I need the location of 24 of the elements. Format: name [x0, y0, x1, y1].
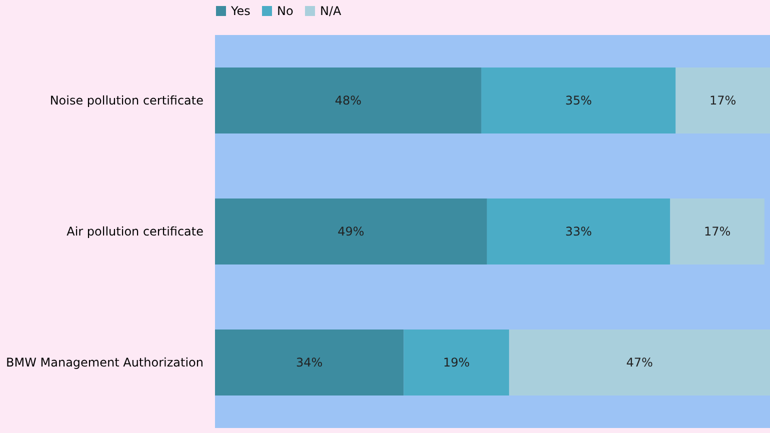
bar	[481, 68, 676, 134]
data-label: 35%	[565, 94, 592, 108]
bar	[215, 198, 487, 264]
legend-label: No	[277, 4, 294, 18]
y-tick-label: Noise pollution certificate	[50, 94, 204, 108]
data-label: 47%	[626, 356, 653, 370]
bar	[486, 198, 670, 264]
bar	[670, 198, 764, 264]
bar	[404, 330, 510, 396]
bar	[509, 330, 770, 396]
y-tick-label: Air pollution certificate	[66, 224, 204, 238]
data-label: 33%	[565, 224, 592, 238]
bar	[215, 68, 482, 134]
data-label: 17%	[704, 224, 731, 238]
bar	[676, 68, 770, 134]
legend-label: N/A	[320, 4, 342, 18]
data-label: 49%	[338, 224, 364, 238]
data-label: 48%	[334, 94, 362, 108]
data-label: 19%	[443, 356, 470, 370]
data-label: 34%	[296, 356, 323, 370]
y-tick-label: BMW Management Authorization	[6, 356, 204, 370]
legend-label: Yes	[230, 4, 250, 18]
data-label: 17%	[709, 94, 736, 108]
bar	[215, 330, 404, 396]
